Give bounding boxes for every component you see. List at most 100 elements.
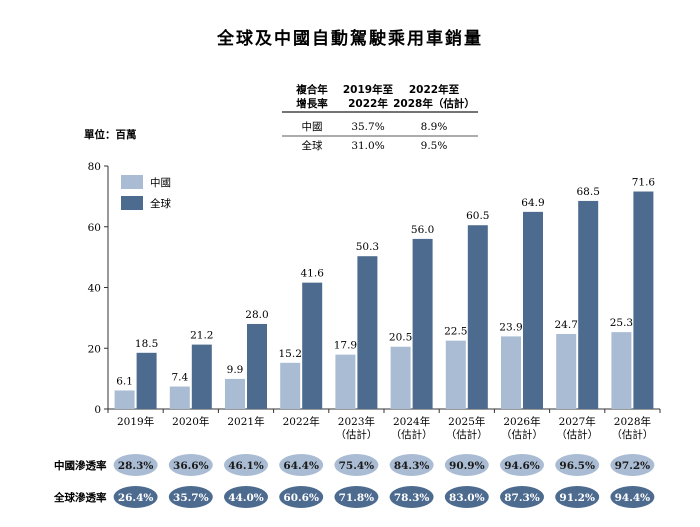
x-tick-label: （估計） [335,428,377,441]
bar-global [247,323,267,409]
x-tick-label: （估計） [501,428,543,441]
cagr-row-value: 35.7% [351,121,384,133]
bar-value-label: 24.7 [555,319,578,331]
china-penetration-oval [113,454,158,476]
bar-value-label: 64.9 [521,197,544,209]
china-penetration-value: 64.4% [283,460,319,472]
china-penetration-value: 46.1% [228,460,264,472]
china-penetration-value: 28.3% [118,460,154,472]
bar-value-label: 6.1 [116,375,133,387]
bar-global [412,238,433,409]
bar-value-label: 18.5 [135,338,158,350]
bar-value-label: 28.0 [245,309,268,321]
bar-value-label: 68.5 [577,186,600,198]
bar-value-label: 60.5 [466,210,489,222]
china-penetration-label: 中國滲透率 [54,459,107,472]
global-penetration-oval [444,486,489,508]
x-tick-label: （估計） [556,428,598,441]
china-penetration-oval [555,454,600,476]
bar-value-label: 20.5 [389,332,412,344]
y-tick-label: 20 [88,343,101,355]
china-penetration-oval [168,454,213,476]
bar-global [633,191,654,409]
x-tick-label: 2019年 [117,415,154,428]
global-penetration-oval [168,486,213,508]
global-penetration-oval [334,486,379,508]
global-penetration-oval [279,486,324,508]
bar-china [335,354,356,409]
china-penetration-value: 36.6% [173,460,209,472]
bar-value-label: 17.9 [334,340,357,352]
china-penetration-oval [224,454,268,476]
global-penetration-value: 60.6% [283,492,319,504]
global-penetration-value: 83.0% [449,492,485,504]
bar-value-label: 25.3 [610,317,633,329]
bar-global [467,225,488,409]
x-tick-label: 2021年 [227,415,264,428]
china-penetration-oval [334,454,379,476]
bar-value-label: 41.6 [301,268,325,280]
bar-value-label: 22.5 [444,326,467,338]
bar-china [390,346,411,409]
y-tick-label: 40 [88,283,101,295]
china-penetration-value: 75.4% [339,460,375,472]
x-tick-label: 2027年 [559,415,596,428]
bar-value-label: 56.0 [411,224,434,236]
china-penetration-value: 90.9% [449,460,485,472]
cagr-header-label: 增長率 [296,97,328,110]
bar-china [280,362,301,409]
global-penetration-oval [610,486,655,508]
x-tick-label: 2026年 [503,415,540,428]
bar-china [445,340,466,409]
china-penetration-oval [444,454,489,476]
bar-global [136,352,157,409]
cagr-header-period1: 2022年 [348,97,388,110]
x-tick-label: 2022年 [283,415,320,428]
global-penetration-oval [500,486,544,508]
bar-china [169,386,190,409]
global-penetration-value: 44.0% [228,492,264,504]
global-penetration-oval [555,486,600,508]
bar-value-label: 21.2 [190,330,213,342]
global-penetration-value: 91.2% [559,492,595,504]
china-penetration-oval [610,454,655,476]
global-penetration-oval [224,486,268,508]
cagr-row-label: 全球 [302,139,323,152]
legend-label: 中國 [150,176,171,189]
unit-label: 單位：百萬 [84,128,137,141]
china-penetration-value: 94.6% [504,460,540,472]
bar-global [523,211,543,409]
y-tick-label: 0 [94,404,101,416]
global-penetration-value: 94.4% [615,492,651,504]
cagr-row-value: 31.0% [351,140,384,152]
cagr-row-value: 9.5% [421,140,448,152]
bar-value-label: 15.2 [279,348,302,360]
global-penetration-value: 87.3% [504,492,540,504]
bar-global [578,200,599,409]
x-tick-label: 2023年 [338,415,375,428]
global-penetration-oval [389,486,434,508]
cagr-header-label: 複合年 [295,83,328,96]
bar-value-label: 9.9 [227,364,244,376]
legend-swatch [121,175,143,189]
cagr-row-value: 8.9% [421,121,448,133]
bar-value-label: 50.3 [356,241,379,253]
x-tick-label: 2024年 [393,415,430,428]
china-penetration-value: 97.2% [615,460,651,472]
bar-china [114,390,135,409]
cagr-header-period1: 2019年至 [343,83,394,96]
y-tick-label: 80 [88,161,101,173]
x-tick-label: 2025年 [448,415,485,428]
global-penetration-value: 71.8% [339,492,375,504]
bar-china [225,378,245,409]
bar-value-label: 7.4 [171,372,188,384]
x-tick-label: （估計） [391,428,433,441]
bar-china [501,336,521,409]
x-tick-label: （估計） [446,428,488,441]
x-tick-label: 2028年 [614,415,651,428]
global-penetration-value: 26.4% [118,492,154,504]
cagr-header-period2: 2028年（估計） [393,97,475,110]
china-penetration-oval [500,454,544,476]
china-penetration-value: 84.3% [394,460,430,472]
